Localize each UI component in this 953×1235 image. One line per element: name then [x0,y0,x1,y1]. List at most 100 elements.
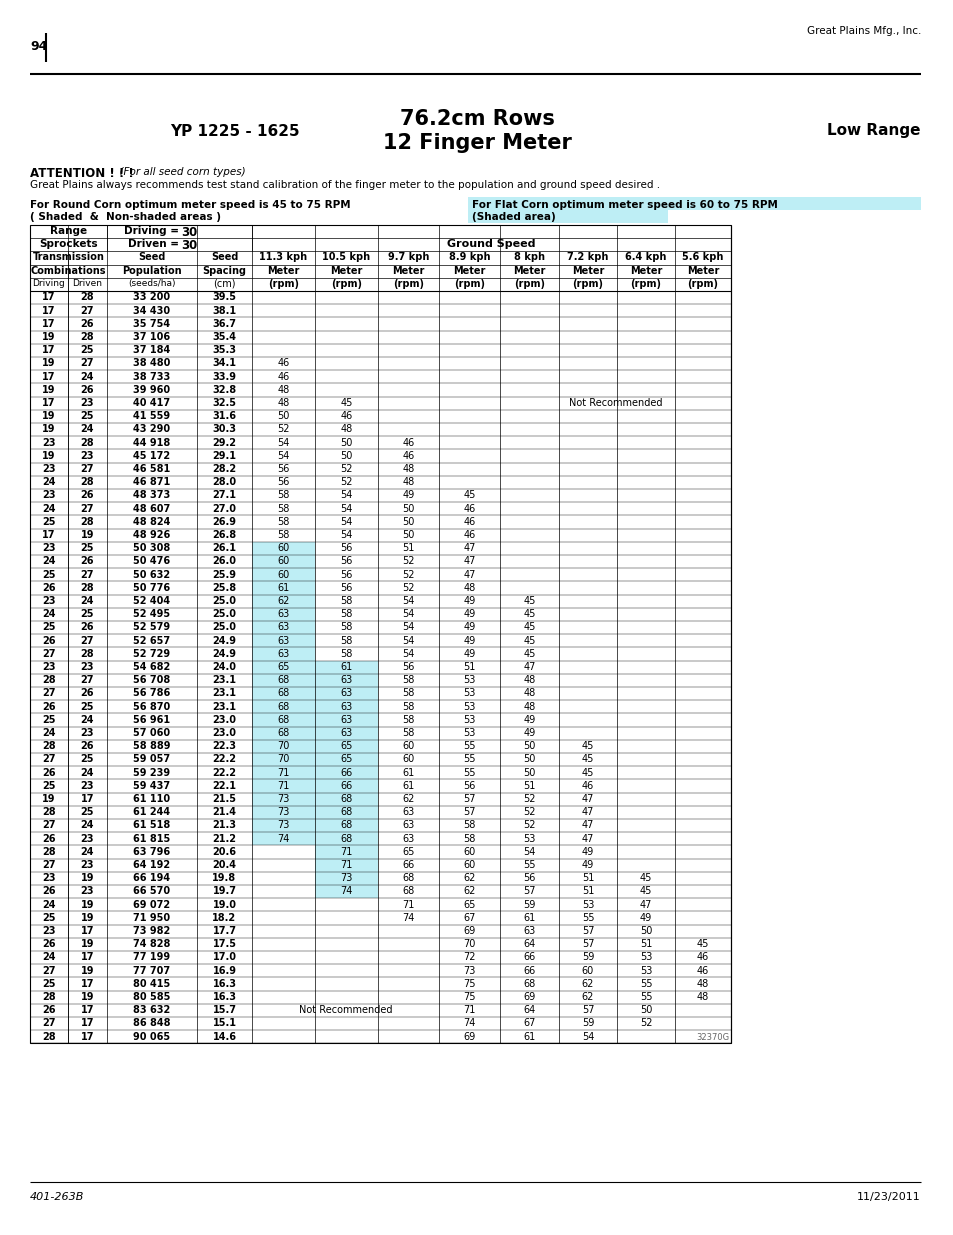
Text: 61 244: 61 244 [133,808,171,818]
Bar [252,753,314,766]
Text: 50: 50 [639,926,652,936]
Text: 53: 53 [463,688,476,699]
Text: Meter: Meter [686,266,719,275]
Text: 25: 25 [81,609,94,619]
Text: 34.1: 34.1 [213,358,236,368]
Text: 23: 23 [42,543,55,553]
Text: 60: 60 [277,569,290,579]
Text: 26: 26 [81,319,94,329]
Bar [314,700,377,714]
Text: 50 776: 50 776 [133,583,171,593]
Text: 46 871: 46 871 [133,477,171,488]
Text: 68: 68 [277,729,290,739]
Text: 34 430: 34 430 [133,306,171,316]
Text: 26.1: 26.1 [213,543,236,553]
Text: 63: 63 [277,636,290,646]
Text: 68: 68 [277,688,290,699]
Bar [252,819,314,832]
Text: 25.9: 25.9 [213,569,236,579]
Text: 77 707: 77 707 [133,966,171,976]
Text: 55: 55 [581,913,594,923]
Text: 68: 68 [523,979,535,989]
Text: 63: 63 [340,729,353,739]
Text: 68: 68 [340,834,353,844]
Text: 52 657: 52 657 [133,636,171,646]
Text: 76.2cm Rows: 76.2cm Rows [399,109,554,128]
Text: 75: 75 [463,992,476,1002]
Text: 19: 19 [42,451,55,461]
Text: 56: 56 [523,873,536,883]
Text: 17: 17 [81,1005,94,1015]
Text: 26: 26 [42,768,55,778]
Text: 8.9 kph: 8.9 kph [448,252,490,262]
Bar [314,872,377,885]
Text: 52: 52 [402,583,415,593]
Bar [314,714,377,726]
Text: Meter: Meter [330,266,362,275]
Text: 66: 66 [402,860,415,871]
Text: 52: 52 [277,425,290,435]
Text: 61: 61 [340,662,353,672]
Text: 62: 62 [463,887,476,897]
Text: Meter: Meter [571,266,603,275]
Text: 19: 19 [42,425,55,435]
Text: 50: 50 [523,741,536,751]
Text: 54: 54 [340,490,353,500]
Text: 50: 50 [402,504,415,514]
Text: 28: 28 [81,648,94,659]
Text: 63: 63 [340,701,353,711]
Text: (rpm): (rpm) [572,279,603,289]
Text: 48: 48 [523,676,535,685]
Bar [314,858,377,872]
Text: 56 786: 56 786 [133,688,171,699]
Text: 47: 47 [463,543,476,553]
Text: 63: 63 [277,648,290,659]
Text: 28: 28 [81,583,94,593]
Bar [314,661,377,674]
Text: 19: 19 [81,992,94,1002]
Bar [468,198,920,210]
Text: YP 1225 - 1625: YP 1225 - 1625 [170,124,299,138]
Text: 58: 58 [402,729,415,739]
Text: 50: 50 [523,755,536,764]
Text: 25: 25 [81,701,94,711]
Text: 27: 27 [42,1019,55,1029]
Text: 52 404: 52 404 [133,597,171,606]
Text: 58: 58 [340,622,353,632]
Text: 30: 30 [181,226,197,240]
Bar [252,555,314,568]
Text: 28: 28 [81,293,94,303]
Text: 57: 57 [581,940,594,950]
Text: 24: 24 [81,425,94,435]
Text: 56: 56 [463,781,476,790]
Text: 28: 28 [81,332,94,342]
Bar [314,805,377,819]
Text: 20.4: 20.4 [213,860,236,871]
Text: 52 579: 52 579 [133,622,171,632]
Text: 56: 56 [340,569,353,579]
Text: 56: 56 [340,583,353,593]
Text: 46: 46 [402,451,415,461]
Text: 17.7: 17.7 [213,926,236,936]
Text: 59: 59 [523,900,536,910]
Text: For Flat Corn optimum meter speed is 60 to 75 RPM: For Flat Corn optimum meter speed is 60 … [472,200,777,210]
Text: Driving =: Driving = [125,226,179,236]
Text: 25: 25 [81,543,94,553]
Text: 17.5: 17.5 [213,940,236,950]
Text: 24: 24 [42,952,55,962]
Text: 44 918: 44 918 [133,437,171,448]
Text: 48: 48 [463,583,476,593]
Text: 24.9: 24.9 [213,648,236,659]
Bar [252,805,314,819]
Text: 26: 26 [81,385,94,395]
Text: 52: 52 [402,569,415,579]
Text: 57: 57 [522,887,536,897]
Text: 51: 51 [463,662,476,672]
Text: 47: 47 [581,808,594,818]
Text: 61: 61 [402,768,415,778]
Text: 23.1: 23.1 [213,676,236,685]
Text: 47: 47 [581,834,594,844]
Text: 49: 49 [463,609,476,619]
Text: 63: 63 [277,622,290,632]
Bar [314,819,377,832]
